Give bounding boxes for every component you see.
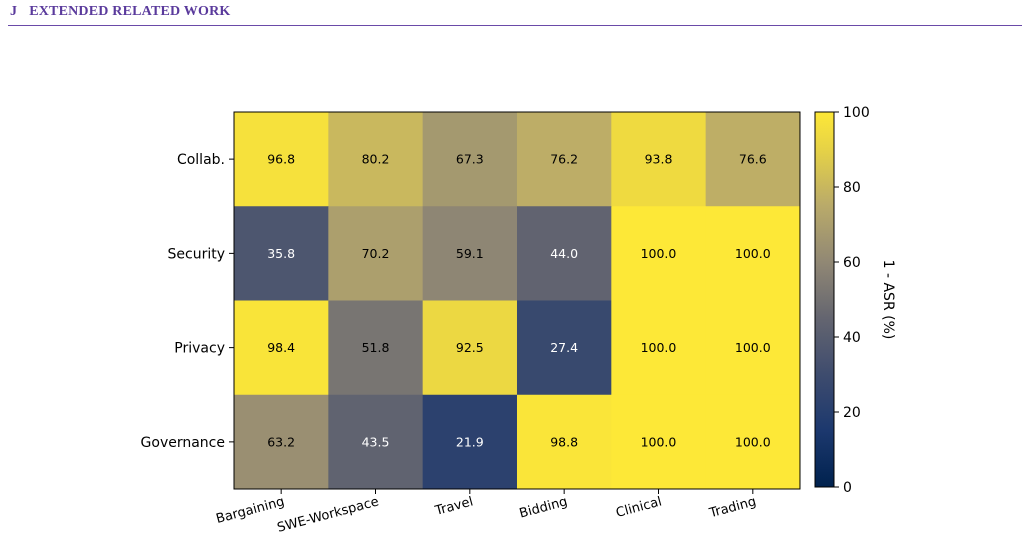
heatmap-cell-1-1 bbox=[328, 206, 424, 301]
cell-value-3-1: 43.5 bbox=[362, 434, 390, 449]
colorbar-tick-label-3: 60 bbox=[843, 255, 861, 271]
x-tick-label-2: Travel bbox=[433, 494, 475, 519]
heatmap-cell-0-1 bbox=[328, 112, 424, 207]
colorbar-tick-label-2: 40 bbox=[843, 330, 861, 346]
cell-value-0-3: 76.2 bbox=[550, 152, 578, 167]
colorbar-gradient bbox=[814, 111, 835, 488]
cell-value-3-5: 100.0 bbox=[735, 434, 771, 449]
cell-value-3-0: 63.2 bbox=[267, 434, 295, 449]
heatmap-cell-0-3 bbox=[516, 112, 612, 207]
colorbar-tick-label-1: 20 bbox=[843, 405, 861, 421]
cell-value-0-4: 93.8 bbox=[645, 152, 673, 167]
cell-value-0-2: 67.3 bbox=[456, 152, 484, 167]
cell-value-1-2: 59.1 bbox=[456, 246, 484, 261]
cell-value-2-1: 51.8 bbox=[362, 340, 390, 355]
y-tick-label-1: Security bbox=[168, 246, 226, 262]
y-tick-label-0: Collab. bbox=[177, 152, 225, 168]
colorbar-tick-label-5: 100 bbox=[843, 105, 870, 121]
heatmap-cell-3-5 bbox=[705, 394, 801, 490]
section-header: J EXTENDED RELATED WORK bbox=[10, 4, 230, 20]
cell-value-3-3: 98.8 bbox=[550, 434, 578, 449]
colorbar-tick-label-4: 80 bbox=[843, 180, 861, 196]
cell-value-2-0: 98.4 bbox=[267, 340, 295, 355]
heatmap-cell-2-0 bbox=[234, 300, 329, 396]
heatmap-cell-1-5 bbox=[705, 206, 801, 301]
cell-value-2-2: 92.5 bbox=[456, 340, 484, 355]
cell-value-3-4: 100.0 bbox=[641, 434, 677, 449]
cell-labels: 96.8 80.2 67.3 76.2 93.8 76.6 35.8 70.2 59.1 44.0… bbox=[267, 152, 771, 450]
cell-value-3-2: 21.9 bbox=[456, 434, 484, 449]
heatmap-cell-0-0 bbox=[234, 112, 329, 207]
colorbar-label: 1 - ASR (%) bbox=[880, 260, 896, 340]
heatmap-cell-1-3 bbox=[516, 206, 612, 301]
heatmap-cells bbox=[234, 112, 801, 490]
heatmap-cell-0-5 bbox=[705, 112, 801, 207]
y-tick-label-2: Privacy bbox=[174, 341, 225, 357]
cell-value-0-0: 96.8 bbox=[267, 152, 295, 167]
cell-value-1-0: 35.8 bbox=[267, 246, 295, 261]
heatmap-cell-1-0 bbox=[234, 206, 329, 301]
cell-value-1-4: 100.0 bbox=[641, 246, 677, 261]
y-axis: Collab. Security Privacy Governance bbox=[141, 152, 234, 451]
x-tick-label-5: Trading bbox=[707, 494, 758, 521]
x-tick-label-3: Bidding bbox=[518, 494, 569, 521]
heatmap-cell-3-0 bbox=[234, 394, 329, 490]
heatmap-cell-3-3 bbox=[516, 394, 612, 490]
cell-value-0-1: 80.2 bbox=[362, 152, 390, 167]
heatmap-cell-2-3 bbox=[516, 300, 612, 396]
plot-frame bbox=[233, 111, 801, 490]
colorbar-tick-label-0: 0 bbox=[843, 480, 852, 496]
section-title: EXTENDED RELATED WORK bbox=[29, 4, 231, 19]
heatmap-cell-2-4 bbox=[611, 300, 707, 396]
cell-value-1-3: 44.0 bbox=[550, 246, 578, 261]
heatmap-cell-3-2 bbox=[422, 394, 518, 490]
heatmap-cell-2-1 bbox=[328, 300, 424, 396]
heatmap-cell-2-2 bbox=[422, 300, 518, 396]
section-number: J bbox=[10, 4, 18, 19]
colorbar: 0 20 40 60 80 100 1 - ASR (%) bbox=[814, 105, 896, 496]
x-tick-label-1: SWE-Workspace bbox=[276, 494, 381, 536]
cell-value-0-5: 76.6 bbox=[739, 152, 767, 167]
heatmap-cell-0-2 bbox=[422, 112, 518, 207]
heatmap-cell-3-4 bbox=[611, 394, 707, 490]
heatmap-cell-0-4 bbox=[611, 112, 707, 207]
cell-value-2-3: 27.4 bbox=[550, 340, 578, 355]
cell-value-1-5: 100.0 bbox=[735, 246, 771, 261]
heatmap-cell-1-4 bbox=[611, 206, 707, 301]
heatmap-cell-3-1 bbox=[328, 394, 424, 490]
header-rule bbox=[8, 25, 1022, 26]
heatmap-cell-1-2 bbox=[422, 206, 518, 301]
heatmap-cell-2-5 bbox=[705, 300, 801, 396]
x-tick-label-4: Clinical bbox=[614, 494, 663, 521]
cell-value-2-5: 100.0 bbox=[735, 340, 771, 355]
cell-value-1-1: 70.2 bbox=[362, 246, 390, 261]
y-tick-label-3: Governance bbox=[141, 435, 225, 451]
cell-value-2-4: 100.0 bbox=[641, 340, 677, 355]
